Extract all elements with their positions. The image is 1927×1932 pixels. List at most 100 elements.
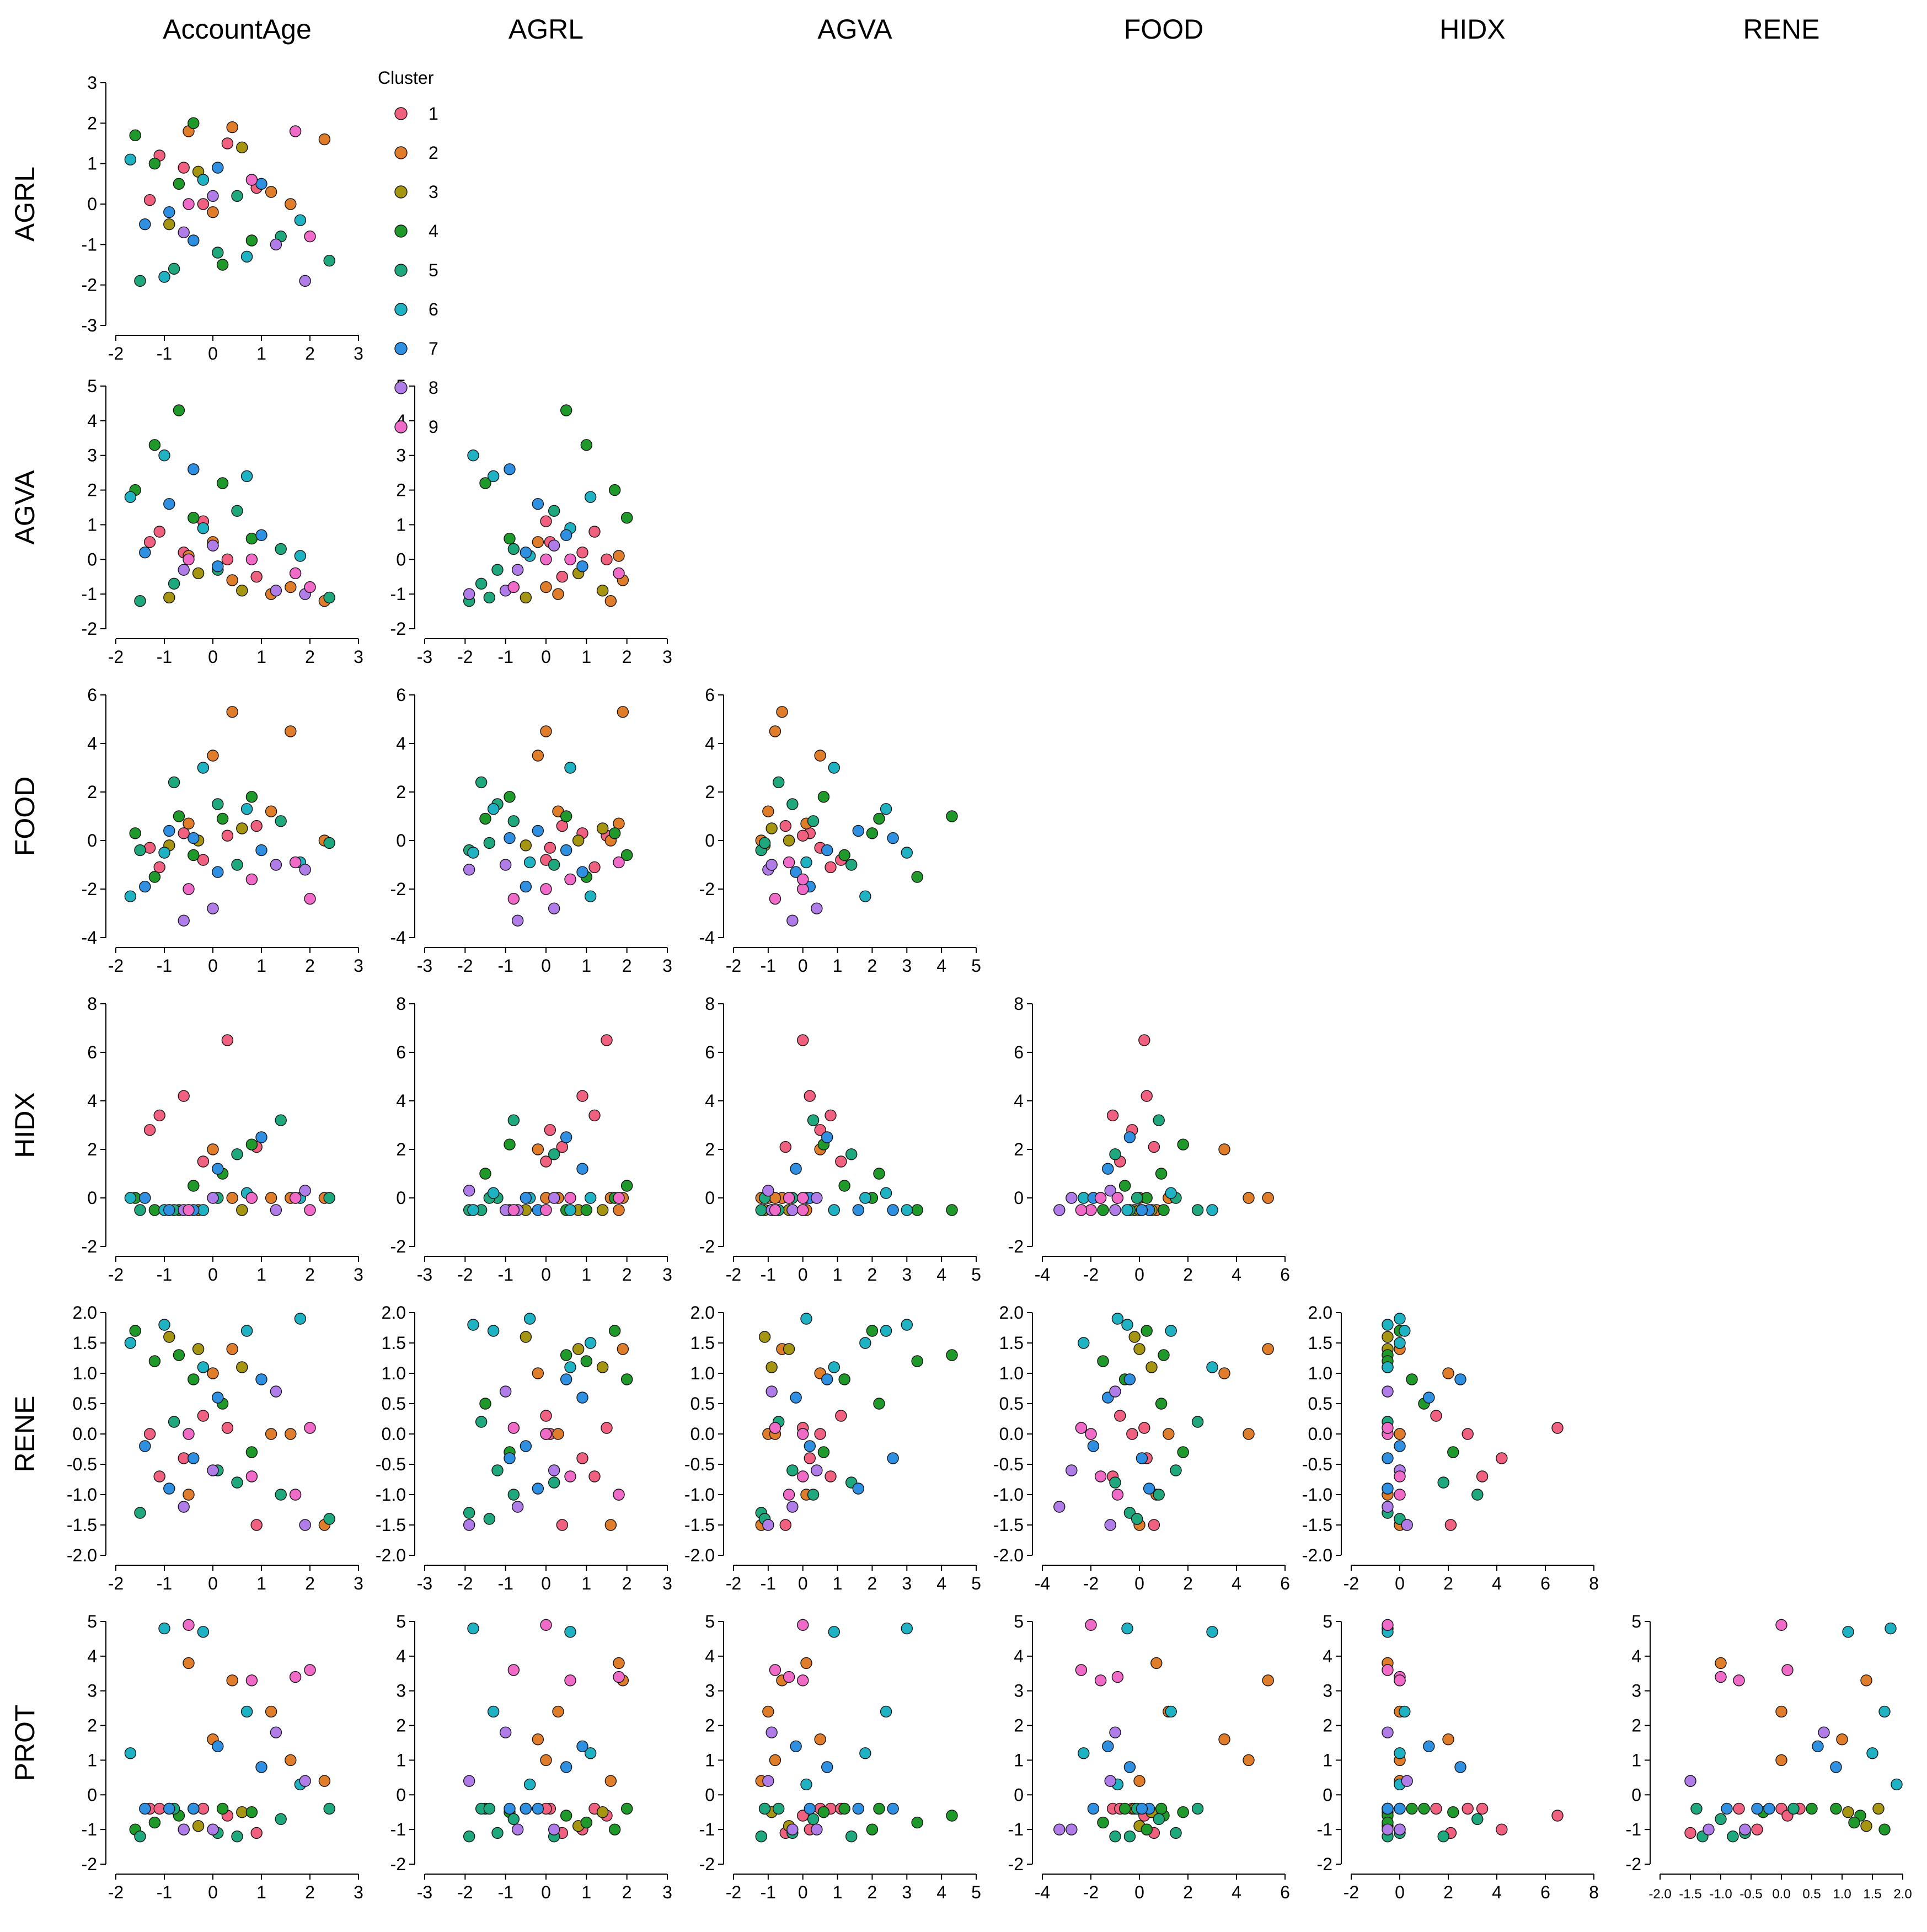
point-cluster-2 (1218, 1733, 1230, 1746)
point-cluster-7 (1423, 1392, 1435, 1404)
point-cluster-2 (1133, 1775, 1146, 1787)
point-cluster-6 (1394, 1313, 1406, 1325)
x-tick-label: 2 (622, 1882, 632, 1902)
point-cluster-5 (507, 1813, 520, 1825)
y-tick-label: -2 (699, 879, 715, 899)
point-cluster-1 (1751, 1823, 1763, 1835)
point-cluster-1 (1551, 1810, 1564, 1822)
point-cluster-5 (475, 577, 488, 590)
point-cluster-7 (212, 1163, 224, 1175)
point-cluster-3 (163, 218, 175, 231)
x-tick-label: 2 (1183, 1882, 1193, 1902)
point-cluster-4 (479, 812, 491, 825)
point-cluster-1 (1684, 1827, 1696, 1839)
point-cluster-5 (475, 1416, 488, 1428)
point-cluster-7 (188, 1802, 200, 1815)
point-cluster-2 (226, 1674, 238, 1687)
point-cluster-8 (463, 588, 475, 600)
y-tick-label: 4 (396, 1091, 406, 1111)
point-cluster-6 (1121, 1319, 1133, 1331)
y-tick-label: -3 (82, 315, 97, 335)
point-cluster-5 (1191, 1802, 1204, 1815)
point-cluster-1 (250, 820, 263, 832)
legend-swatch-3 (394, 185, 408, 199)
point-cluster-1 (544, 1124, 556, 1136)
point-cluster-5 (1170, 1827, 1182, 1839)
point-cluster-9 (289, 1192, 302, 1204)
point-cluster-9 (507, 1204, 520, 1216)
point-cluster-4 (946, 810, 958, 822)
point-cluster-5 (807, 1813, 820, 1825)
y-tick-label: 1 (87, 1750, 97, 1770)
y-tick-label: 1 (87, 154, 97, 174)
point-cluster-8 (786, 1501, 799, 1513)
point-cluster-7 (212, 866, 224, 878)
y-tick-label: -2 (390, 879, 406, 899)
point-cluster-8 (786, 1204, 799, 1216)
y-tick-label: 8 (87, 994, 97, 1014)
point-cluster-5 (275, 815, 287, 827)
point-cluster-9 (564, 1674, 576, 1687)
point-cluster-7 (852, 1204, 864, 1216)
x-tick-label: -2 (457, 647, 473, 667)
point-cluster-1 (797, 829, 809, 842)
point-cluster-2 (552, 1428, 564, 1440)
point-cluster-9 (245, 1674, 258, 1687)
point-cluster-9 (797, 1470, 809, 1483)
point-cluster-6 (859, 1192, 871, 1204)
x-tick-label: 3 (662, 647, 672, 667)
point-cluster-6 (467, 1319, 479, 1331)
point-cluster-4 (1848, 1816, 1860, 1829)
y-tick-label: -2.0 (67, 1545, 97, 1565)
point-cluster-4 (1141, 1325, 1153, 1337)
point-cluster-7 (887, 1452, 899, 1464)
point-cluster-7 (1382, 1483, 1394, 1495)
point-cluster-9 (783, 856, 795, 869)
point-cluster-7 (804, 1440, 816, 1452)
point-cluster-6 (197, 522, 210, 534)
x-tick-label: -2 (726, 956, 741, 976)
point-cluster-1 (1148, 1141, 1160, 1153)
point-cluster-9 (1094, 1192, 1107, 1204)
point-cluster-5 (786, 798, 799, 810)
point-cluster-4 (1418, 1802, 1430, 1815)
x-tick-label: 5 (971, 1574, 981, 1593)
point-cluster-7 (255, 1131, 267, 1143)
x-tick-label: 5 (971, 1265, 981, 1285)
x-tick-label: 4 (936, 1882, 946, 1902)
y-tick-label: 2.0 (382, 1303, 406, 1323)
x-tick-label: -2 (1343, 1882, 1359, 1902)
point-cluster-4 (173, 178, 185, 190)
point-cluster-8 (811, 1464, 823, 1476)
point-cluster-9 (1394, 1674, 1406, 1687)
point-cluster-5 (168, 1416, 180, 1428)
point-cluster-3 (236, 822, 248, 834)
point-cluster-8 (548, 539, 560, 552)
point-cluster-9 (564, 1470, 576, 1483)
x-tick-label: -1 (497, 1265, 513, 1285)
x-tick-label: 2 (622, 1265, 632, 1285)
legend-label-1: 1 (429, 104, 438, 124)
point-cluster-7 (1763, 1802, 1775, 1815)
point-cluster-6 (487, 1705, 500, 1718)
point-cluster-5 (463, 1507, 475, 1519)
point-cluster-5 (507, 1114, 520, 1126)
y-tick-label: 0.5 (73, 1394, 97, 1414)
point-cluster-8 (463, 1519, 475, 1531)
point-cluster-4 (866, 827, 879, 839)
point-cluster-6 (240, 470, 253, 483)
y-tick-label: 6 (705, 1042, 715, 1062)
point-cluster-9 (1382, 1422, 1394, 1434)
point-cluster-6 (564, 1626, 576, 1638)
y-tick-label: 5 (1631, 1612, 1641, 1631)
y-tick-label: -2 (390, 1237, 406, 1256)
point-cluster-8 (463, 1775, 475, 1787)
y-tick-label: 1.5 (999, 1333, 1024, 1353)
point-cluster-5 (134, 1204, 146, 1216)
point-cluster-8 (762, 1519, 774, 1531)
point-cluster-6 (124, 1337, 137, 1349)
point-cluster-7 (520, 547, 532, 559)
point-cluster-2 (226, 1343, 238, 1355)
point-cluster-6 (800, 856, 812, 869)
y-tick-label: -1.5 (1302, 1515, 1332, 1535)
